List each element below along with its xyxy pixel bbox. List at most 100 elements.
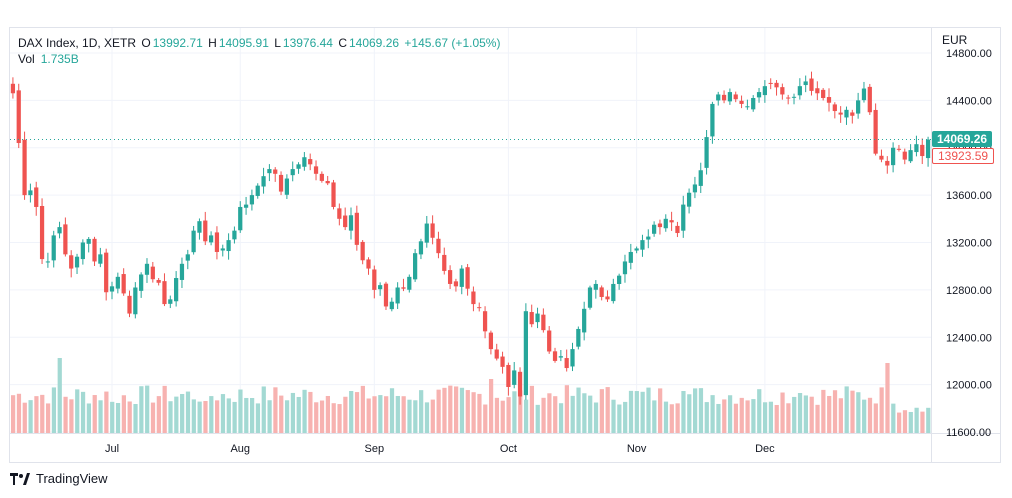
candle-body: [278, 174, 284, 192]
tradingview-logo-icon: [10, 472, 30, 485]
candle-body: [261, 176, 266, 187]
volume-bar: [488, 379, 494, 433]
volume-bar: [920, 411, 925, 433]
volume-bar: [797, 393, 803, 433]
candle-body: [302, 157, 307, 167]
volume-bar: [121, 395, 126, 433]
candle-body: [774, 82, 779, 88]
candle-body: [331, 182, 336, 207]
volume-bar: [745, 400, 750, 433]
candle-body: [716, 94, 721, 101]
candle-body: [220, 248, 225, 251]
volume-bar: [115, 403, 121, 433]
volume-bar: [885, 363, 890, 433]
volume-bar: [494, 397, 500, 433]
volume-bar: [220, 394, 226, 433]
candle-body: [139, 274, 144, 291]
candle-body: [512, 370, 517, 385]
volume-bar: [168, 401, 173, 433]
volume-bar: [104, 391, 109, 433]
candle-body: [453, 281, 459, 287]
currency-label[interactable]: EUR: [942, 33, 968, 47]
candle-body: [506, 364, 511, 387]
volume-bar: [366, 398, 371, 433]
candle-body: [413, 253, 418, 280]
volume-label[interactable]: Vol: [18, 52, 35, 66]
candle-body: [179, 263, 185, 280]
candle-body: [576, 328, 581, 347]
candle-body: [663, 218, 668, 229]
candle-body: [523, 311, 528, 396]
candle-body: [477, 307, 482, 309]
volume-bar: [751, 399, 756, 433]
candle-body: [459, 268, 464, 287]
volume-bar: [238, 389, 243, 433]
volume-bar: [290, 392, 296, 433]
candle-body: [366, 259, 371, 269]
candle-body: [436, 238, 441, 254]
candle-body: [885, 160, 890, 166]
candle-body: [611, 283, 616, 302]
candle-body: [488, 332, 494, 350]
symbol-name[interactable]: DAX Index, 1D, XETR: [18, 36, 137, 50]
candle-body: [657, 223, 663, 228]
candle-body: [144, 263, 150, 275]
candle-body: [214, 232, 220, 252]
candle-body: [372, 269, 377, 290]
volume-bar: [127, 401, 132, 433]
volume-bar: [232, 401, 237, 433]
volume-bar: [430, 399, 435, 433]
y-tick-label: 11600.00: [946, 427, 991, 439]
candle-body: [401, 287, 406, 289]
volume-bar: [471, 392, 476, 433]
volume-bar: [133, 403, 138, 433]
candle-body: [16, 90, 21, 144]
volume-bar: [284, 400, 290, 433]
candle-body: [197, 221, 202, 233]
candle-body: [39, 206, 45, 260]
volume-bar: [582, 393, 587, 433]
candle-body: [920, 144, 925, 157]
volume-bar: [51, 387, 57, 433]
volume-bar: [640, 391, 645, 433]
volume-bar: [727, 395, 733, 433]
volume-bar: [780, 392, 785, 433]
candle-body: [558, 356, 563, 358]
candle-body: [873, 109, 878, 154]
x-tick-label: Dec: [755, 443, 775, 455]
candle-body: [424, 223, 429, 243]
volume-bar: [349, 391, 354, 433]
volume-bar: [815, 404, 820, 433]
candle-body: [552, 351, 558, 361]
volume-bar: [593, 402, 599, 433]
volume-bar: [652, 400, 657, 433]
volume-bar: [75, 389, 80, 433]
volume-bar: [669, 404, 674, 433]
volume-bar: [22, 402, 27, 433]
volume-bar: [850, 390, 855, 433]
candle-body: [267, 169, 272, 174]
tradingview-brand[interactable]: TradingView: [10, 471, 108, 486]
candle-body: [500, 356, 505, 367]
volume-bar: [378, 395, 383, 433]
volume-bar: [821, 389, 826, 433]
volume-legend: Vol 1.735B: [18, 52, 79, 66]
candle-body: [28, 190, 33, 196]
candle-body: [675, 225, 680, 234]
candle-body: [762, 86, 767, 96]
volume-bar: [529, 385, 535, 433]
candlestick-chart[interactable]: 14800.0014400.0014000.0013600.0013200.00…: [10, 28, 1000, 462]
volume-bar: [547, 393, 552, 433]
candle-body: [582, 308, 587, 333]
volume-bar: [675, 403, 680, 433]
volume-bar: [314, 402, 319, 433]
candle-body: [471, 291, 476, 305]
volume-bar: [156, 396, 161, 433]
y-tick-label: 13200.00: [946, 238, 992, 250]
volume-bar: [687, 394, 692, 433]
volume-bar: [401, 396, 406, 433]
candle-body: [605, 296, 610, 300]
candle-body: [319, 173, 324, 181]
volume-bar: [215, 400, 220, 433]
volume-bar: [11, 395, 16, 433]
